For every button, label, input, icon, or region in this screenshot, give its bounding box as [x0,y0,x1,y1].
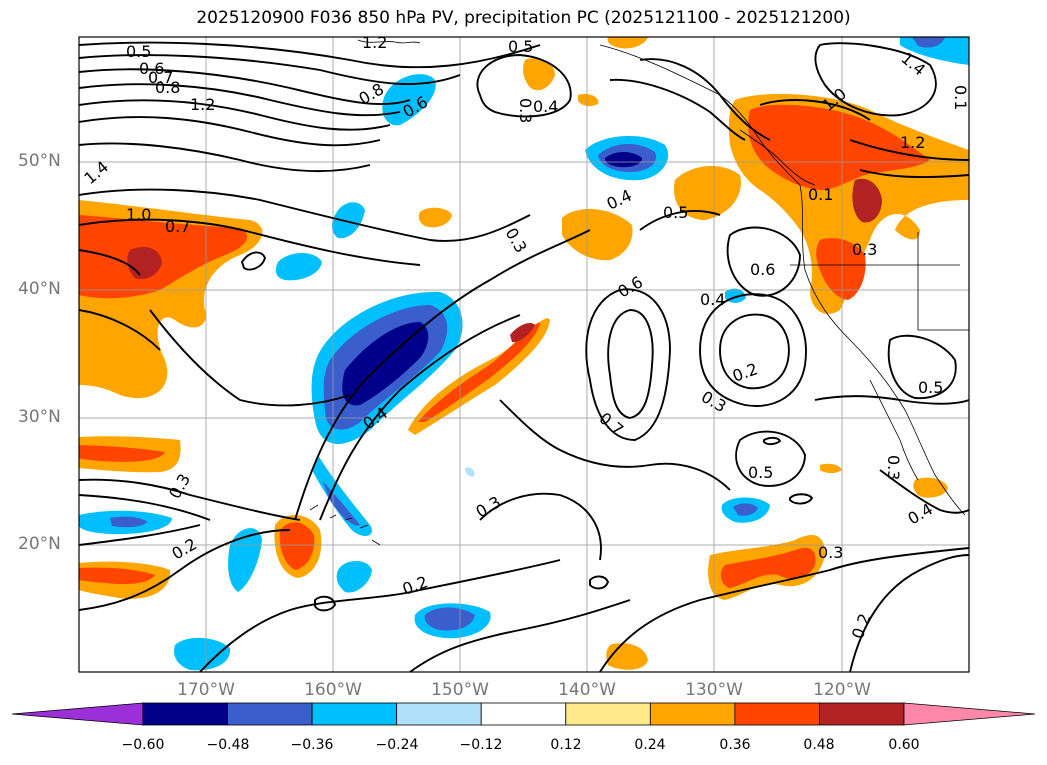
contour-label: 0.6 [750,260,775,279]
positive-precip-shading [79,37,969,670]
colorbar-segment [480,702,567,726]
contour-label: 1.2 [190,95,215,114]
colorbar-segment [142,702,228,726]
colorbar-segment [734,702,820,726]
colorbar-segment [649,702,736,726]
contour-label: 0.1 [951,85,970,110]
colorbar-extend-min [11,702,144,726]
plot-frame [78,36,970,673]
colorbar-tick-label: 0.24 [634,737,666,753]
contour-label: 0.4 [700,290,725,309]
colorbar-segment [396,702,482,726]
graticule [79,37,969,672]
contour-label: 0.5 [918,378,943,397]
colorbar-segment [311,702,398,726]
colorbar-segment [227,702,313,726]
lon-label-150w: 150°W [431,680,489,700]
colorbar [11,702,1036,726]
colorbar-tick-label: 0.60 [888,737,920,753]
contour-label: 0.2 [730,359,760,386]
contour-label: 0.4 [533,97,558,116]
contour-label: 1.2 [362,33,387,52]
contour-label: 0.2 [848,611,875,641]
colorbar-segment [565,702,651,726]
contour-label: 0.4 [905,499,937,528]
lat-label-40n: 40°N [18,279,61,299]
contour-label: 1.0 [126,205,151,224]
contour-label: 0.7 [165,217,190,236]
contour-label: 0.5 [663,203,688,222]
lon-label-130w: 130°W [685,680,743,700]
contour-label: 0.6 [615,272,647,301]
lon-label-140w: 140°W [558,680,616,700]
colorbar-tick-label: −0.36 [290,737,334,753]
lon-label-120w: 120°W [813,680,871,700]
colorbar-tick-label: −0.24 [375,737,419,753]
colorbar-tick-label: −0.60 [121,737,165,753]
contour-label: 0.3 [884,455,903,480]
contour-label: 1.2 [900,133,925,152]
colorbar-extend-max [903,702,1036,726]
lat-label-20n: 20°N [18,534,61,554]
colorbar-tick-label: 0.12 [550,737,582,753]
contour-label: 0.1 [808,185,833,204]
contour-label: 0.3 [818,543,843,562]
contour-label: 0.3 [516,98,535,123]
lat-label-50n: 50°N [18,151,61,171]
colorbar-segment [819,702,905,726]
colorbar-tick-label: 0.36 [719,737,751,753]
contour-label: 0.5 [126,42,151,61]
map-title: 2025120900 F036 850 hPa PV, precipitatio… [196,8,851,28]
pv-contours [79,41,969,672]
contour-label: 0.3 [502,225,531,257]
contour-label: 0.8 [155,78,180,97]
colorbar-tick-label: −0.12 [459,737,503,753]
contour-label: 0.3 [698,387,730,416]
contour-label: 0.5 [508,37,533,56]
contour-label: 0.3 [852,240,877,259]
lat-label-30n: 30°N [18,407,61,427]
contour-label: 0.7 [148,68,173,87]
colorbar-tick-label: −0.48 [206,737,250,753]
contour-label: 0.5 [748,463,773,482]
contour-label: 0.6 [139,59,164,78]
lon-label-160w: 160°W [304,680,362,700]
contour-label: 0.3 [473,492,505,521]
contour-label: 0.4 [604,186,635,214]
lon-label-170w: 170°W [177,680,235,700]
contour-label: 0.3 [165,470,194,502]
colorbar-tick-label: 0.48 [803,737,835,753]
contour-label: 0.2 [400,572,430,599]
